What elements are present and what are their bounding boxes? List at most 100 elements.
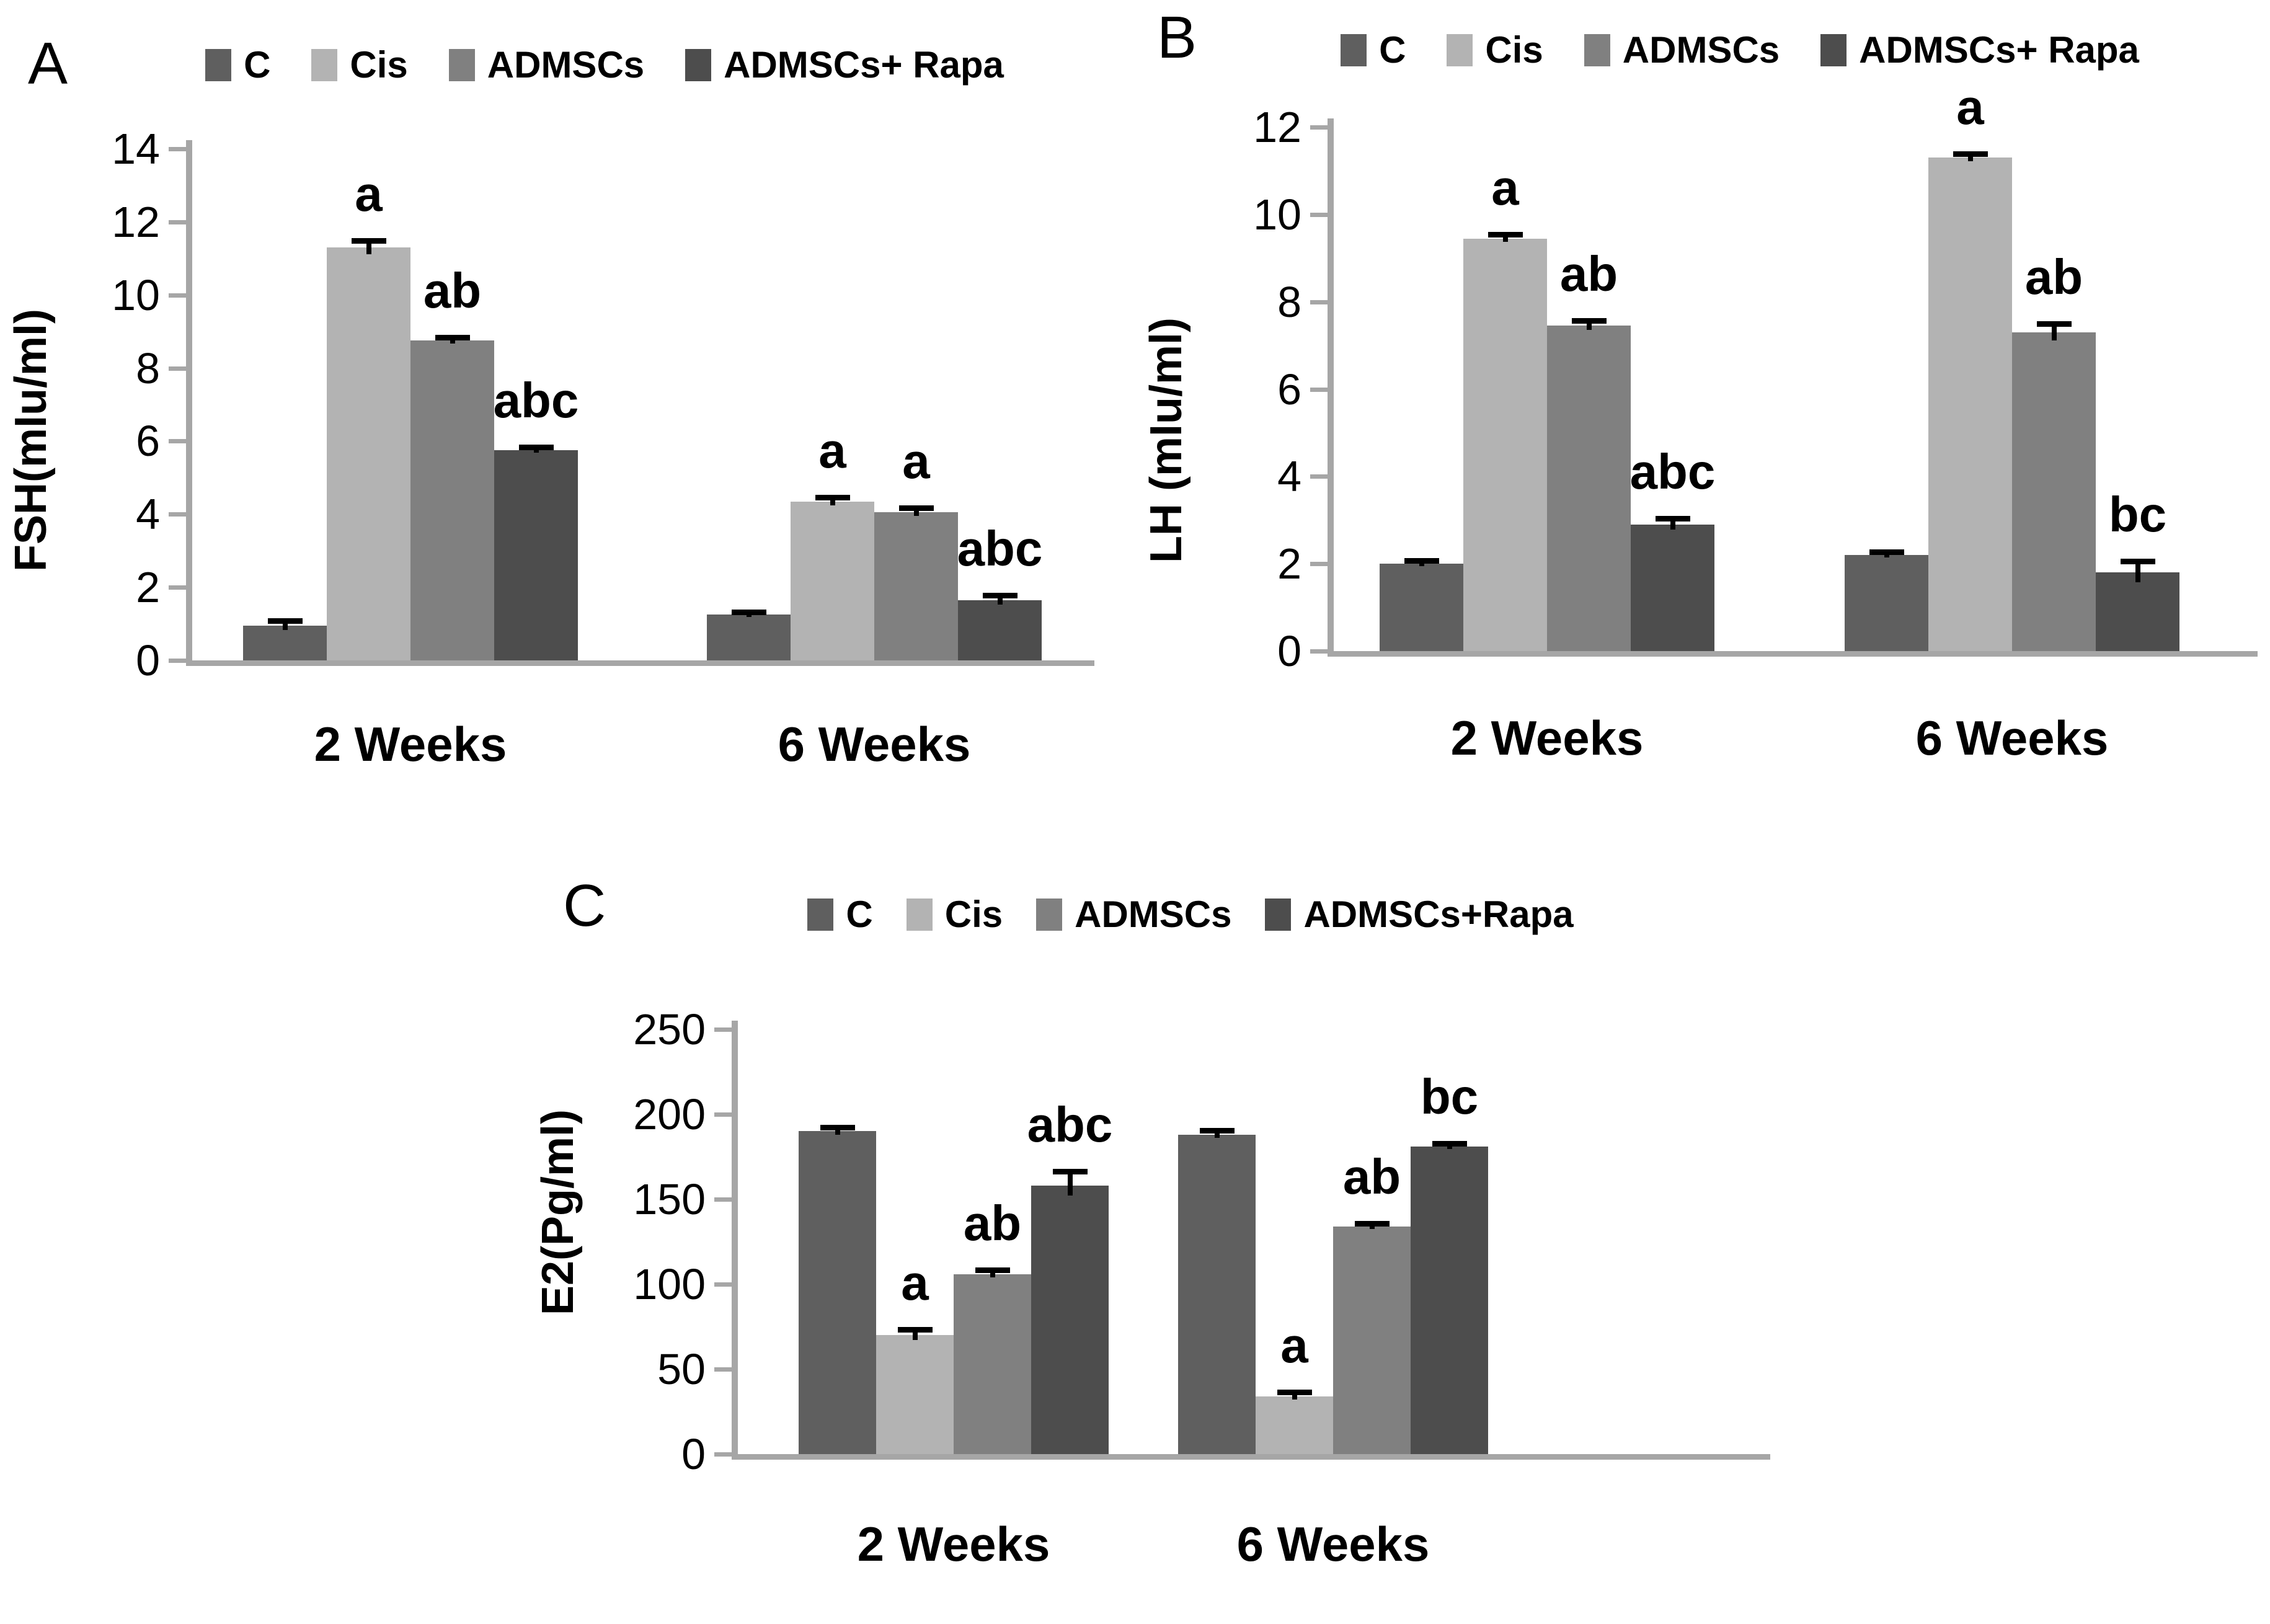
error-bar-stem — [1586, 321, 1592, 331]
legend-label: ADMSCs — [1622, 29, 1780, 71]
panel-letter: B — [1157, 4, 1197, 71]
y-tick-label: 100 — [633, 1260, 706, 1308]
legend-item-3: ADMSCs+ Rapa — [1820, 29, 2139, 71]
error-bar-stem — [1884, 552, 1889, 558]
legend-label: C — [244, 44, 271, 86]
sig-label: abc — [493, 373, 579, 428]
y-tick-label: 0 — [681, 1430, 706, 1478]
error-bar-cap — [1404, 557, 1439, 564]
bar-c-2wk — [799, 1131, 876, 1454]
legend-item-1: Cis — [1447, 29, 1543, 71]
error-bar-stem — [1670, 519, 1675, 530]
bar-admscs-rapa-6wk — [958, 600, 1042, 660]
legend-item-0: C — [205, 43, 270, 86]
legend-swatch-icon — [1820, 33, 1847, 66]
x-axis-line — [1328, 651, 2258, 657]
bar-admscs-6wk — [1333, 1226, 1411, 1454]
y-tick-mark — [714, 1197, 732, 1202]
y-tick-label: 2 — [1277, 539, 1301, 588]
y-tick-mark — [1310, 387, 1328, 392]
x-category-label: 2 Weeks — [857, 1517, 1050, 1571]
bar-c-2wk — [1380, 564, 1463, 651]
bar-cis-6wk — [1256, 1396, 1333, 1454]
legend-label: Cis — [350, 44, 408, 86]
panel-e2-chart: C C Cis ADMSCs ADMSCs+Rapa E2(Pg/ml) 0 50 100… — [527, 862, 1804, 1624]
y-axis-line — [186, 140, 192, 666]
sig-label: ab — [963, 1196, 1022, 1251]
bar-cis-2wk — [327, 247, 410, 660]
y-tick-mark — [169, 585, 186, 590]
legend-item-2: ADMSCs — [448, 43, 645, 86]
y-tick-mark — [169, 512, 186, 517]
y-tick-label: 10 — [1253, 190, 1301, 239]
error-bar-cap — [267, 618, 303, 624]
y-tick-label: 200 — [633, 1090, 706, 1138]
error-bar-cap — [1432, 1140, 1467, 1147]
x-axis-line — [186, 660, 1094, 666]
y-tick-mark — [169, 366, 186, 371]
error-bar-stem — [366, 241, 371, 254]
y-tick-label: 150 — [633, 1175, 706, 1223]
panel-letter: C — [563, 872, 606, 939]
bar-c-6wk — [1178, 1134, 1256, 1454]
panel-letter: A — [28, 30, 68, 97]
bar-admscs-2wk — [1547, 326, 1631, 651]
sig-label: a — [355, 166, 383, 221]
error-bar-cap — [982, 592, 1018, 598]
sig-label: a — [1280, 1318, 1308, 1373]
y-tick-label: 8 — [136, 344, 160, 393]
error-bar-stem — [1369, 1223, 1375, 1229]
sig-label: a — [902, 433, 930, 489]
error-bar-stem — [1447, 1143, 1452, 1150]
plot-area: 0 2 4 6 8 10 12 a a ab ab abc bc 2 Weeks 6 Weeks — [1135, 0, 2270, 834]
error-bar-stem — [533, 448, 539, 453]
y-tick-mark — [169, 659, 186, 663]
bar-cis-2wk — [1463, 238, 1547, 651]
bar-c-6wk — [707, 615, 791, 660]
error-bar-stem — [1067, 1172, 1073, 1196]
error-bar-cap — [435, 334, 470, 340]
bar-admscs-rapa-6wk — [2096, 572, 2179, 651]
error-bar-stem — [997, 595, 1003, 605]
error-bar-cap — [1052, 1169, 1088, 1175]
legend-label: Cis — [1485, 29, 1543, 71]
y-tick-label: 14 — [112, 125, 160, 173]
legend-label: ADMSCs+ Rapa — [724, 44, 1004, 86]
error-bar-cap — [2036, 321, 2072, 327]
y-tick-mark — [714, 1027, 732, 1032]
error-bar-cap — [351, 237, 386, 244]
plot-area: 0 50 100 150 200 250 a a ab ab abc bc 2 Weeks 6 Weeks — [527, 862, 1804, 1624]
legend-swatch-icon — [1584, 33, 1610, 66]
sig-label: ab — [1342, 1148, 1401, 1204]
y-axis-line — [732, 1021, 738, 1460]
legend-label: ADMSCs — [487, 44, 645, 86]
y-tick-label: 6 — [1277, 365, 1301, 414]
y-tick-label: 250 — [633, 1005, 706, 1054]
x-category-label: 6 Weeks — [1915, 711, 2109, 765]
bar-cis-6wk — [791, 501, 874, 660]
sig-label: a — [901, 1254, 929, 1310]
legend-label: Cis — [944, 894, 1003, 935]
error-bar-stem — [913, 508, 919, 517]
legend-item-0: C — [1341, 29, 1406, 71]
error-bar-cap — [1277, 1390, 1312, 1396]
x-axis-line — [732, 1454, 1770, 1460]
legend-swatch-icon — [311, 48, 338, 81]
legend-swatch-icon — [448, 48, 475, 81]
legend-item-0: C — [807, 893, 873, 936]
error-bar-stem — [1292, 1393, 1297, 1400]
y-tick-mark — [169, 220, 186, 224]
sig-label: ab — [2024, 249, 2083, 305]
error-bar-cap — [731, 609, 766, 615]
legend-item-2: ADMSCs — [1036, 893, 1231, 936]
y-tick-label: 4 — [136, 490, 160, 539]
error-bar-stem — [912, 1329, 918, 1341]
y-tick-label: 10 — [112, 270, 160, 319]
error-bar-stem — [450, 337, 455, 344]
y-tick-label: 2 — [136, 563, 160, 612]
legend-label: ADMSCs+ Rapa — [1859, 29, 2139, 71]
y-tick-label: 8 — [1277, 277, 1301, 326]
y-tick-label: 6 — [136, 417, 160, 466]
error-bar-cap — [1953, 151, 1988, 157]
y-tick-mark — [169, 439, 186, 444]
